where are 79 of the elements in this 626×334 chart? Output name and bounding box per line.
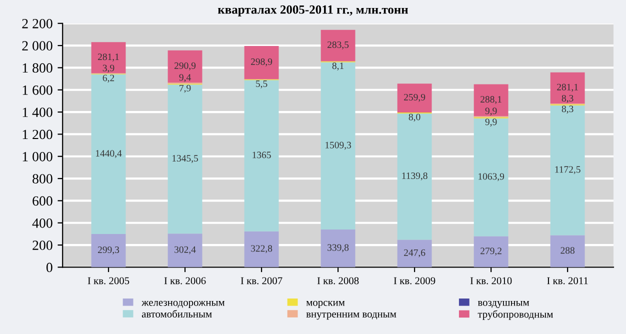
bar bbox=[550, 235, 585, 268]
bar bbox=[397, 84, 432, 112]
data-label: 6,2 bbox=[102, 74, 114, 83]
data-label: 7,9 bbox=[180, 84, 191, 93]
data-label: 8,0 bbox=[408, 114, 420, 122]
bar bbox=[91, 74, 126, 234]
y-tick-label: 0 bbox=[46, 262, 52, 272]
chart-title: кварталах 2005-2011 гг., млн.тонн bbox=[218, 5, 408, 16]
data-label: 8,3 bbox=[562, 94, 574, 103]
bar bbox=[244, 231, 279, 268]
y-tick-label: 2 000 bbox=[22, 41, 52, 50]
legend-label: трубопроводным bbox=[478, 310, 553, 320]
bar bbox=[397, 113, 432, 240]
x-tick-label: I кв. 2005 bbox=[88, 277, 130, 284]
data-label: 1172,5 bbox=[555, 166, 580, 174]
data-label: 1063,9 bbox=[478, 173, 504, 182]
x-tick-label: I кв. 2006 bbox=[164, 277, 206, 284]
data-label: 302,4 bbox=[174, 246, 196, 254]
bar bbox=[550, 105, 585, 236]
y-tick-label: 1 200 bbox=[22, 130, 52, 140]
data-label: 8,3 bbox=[562, 106, 574, 114]
y-tick-label: 1 600 bbox=[22, 85, 52, 95]
data-label: 8,1 bbox=[332, 62, 344, 71]
legend-label: автомобильным bbox=[142, 310, 212, 318]
x-tick-label: I кв. 2011 bbox=[547, 277, 588, 284]
data-label: 339,8 bbox=[328, 244, 349, 252]
bar bbox=[168, 84, 202, 234]
bar bbox=[397, 240, 432, 268]
data-label: 1365 bbox=[252, 152, 271, 158]
y-tick-label: 800 bbox=[32, 174, 52, 184]
data-label: 9,9 bbox=[485, 118, 497, 127]
bar bbox=[474, 84, 508, 116]
legend-label: железнодорожным bbox=[142, 300, 225, 308]
data-label: 299,3 bbox=[98, 246, 120, 254]
bar bbox=[474, 236, 508, 268]
bar bbox=[474, 118, 508, 236]
x-tick-label: I кв. 2008 bbox=[317, 277, 359, 284]
bar bbox=[244, 46, 279, 80]
data-label: 288,1 bbox=[480, 96, 502, 104]
data-label: 279,2 bbox=[480, 248, 502, 256]
y-tick-label: 1 400 bbox=[22, 108, 52, 117]
data-label: 259,9 bbox=[404, 94, 426, 102]
bar bbox=[320, 30, 356, 62]
data-label: 288 bbox=[560, 247, 574, 254]
data-label: 1440,4 bbox=[96, 150, 122, 158]
data-label: 281,1 bbox=[557, 84, 578, 92]
data-label: 9,9 bbox=[485, 108, 497, 116]
bar bbox=[91, 234, 126, 268]
bar bbox=[550, 72, 585, 104]
bar bbox=[91, 42, 126, 74]
y-tick-label: 2 200 bbox=[22, 18, 52, 28]
legend-label: воздушным bbox=[478, 300, 530, 308]
data-label: 5,5 bbox=[256, 80, 268, 88]
y-tick-label: 1 000 bbox=[22, 152, 52, 162]
bar bbox=[244, 80, 279, 232]
y-tick-label: 400 bbox=[32, 218, 52, 228]
y-tick-label: 200 bbox=[32, 240, 52, 250]
data-label: 1345,5 bbox=[172, 155, 198, 163]
bar bbox=[320, 230, 356, 268]
data-label: 283,5 bbox=[328, 41, 349, 50]
x-tick-label: I кв. 2009 bbox=[394, 277, 436, 284]
data-label: 281,1 bbox=[98, 54, 119, 62]
bar bbox=[168, 234, 202, 268]
x-tick-label: I кв. 2007 bbox=[240, 277, 282, 284]
data-label: 3,9 bbox=[102, 64, 114, 73]
data-label: 290,9 bbox=[174, 62, 196, 70]
legend-label: морским bbox=[306, 300, 345, 308]
data-label: 322,8 bbox=[251, 245, 272, 254]
x-tick-label: I кв. 2010 bbox=[470, 277, 512, 284]
bar bbox=[320, 62, 356, 230]
legend-label: внутренним водным bbox=[306, 312, 396, 320]
data-label: 247,6 bbox=[404, 249, 426, 258]
data-label: 1509,3 bbox=[326, 142, 352, 150]
data-label: 1139,8 bbox=[402, 172, 428, 180]
y-tick-label: 1 800 bbox=[22, 63, 52, 73]
data-label: 9,4 bbox=[179, 74, 191, 82]
y-tick-label: 600 bbox=[32, 196, 52, 206]
bar bbox=[168, 50, 202, 83]
data-label: 298,9 bbox=[251, 58, 272, 66]
